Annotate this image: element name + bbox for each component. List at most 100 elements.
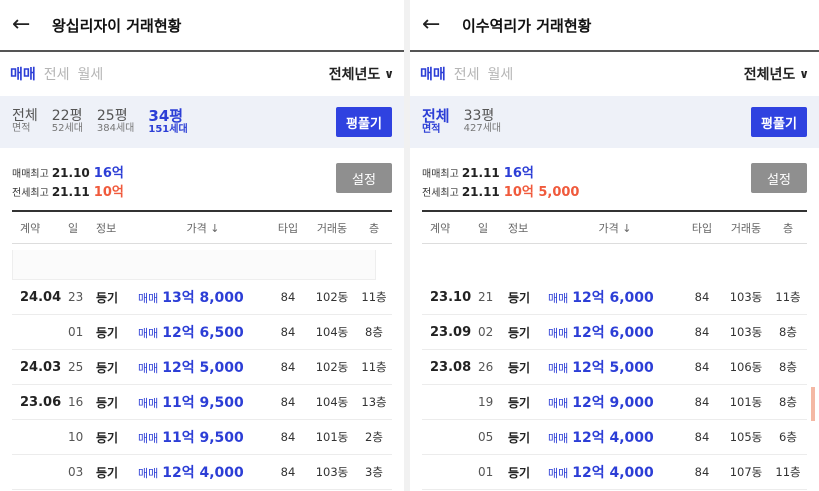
registry-badge: 등기 [96,290,119,305]
tab-monthly[interactable]: 월세 [77,67,104,83]
deal-kind: 매매 [138,362,159,375]
max-jeonse-label: 전세최고 [422,188,459,199]
deal-kind: 매매 [548,397,569,410]
floor: 8층 [365,325,383,339]
area-option-label: 전체 [422,106,450,125]
chart-placeholder [12,250,376,280]
max-jeonse-date: 21.11 [51,185,90,199]
price-value: 13억 8,000 [162,290,244,306]
registry-badge: 등기 [96,430,119,445]
contract-day: 02 [478,325,494,339]
table-row[interactable]: 24.04 23 등기 매매 13억 8,000 84 102동 11층 [12,280,392,315]
unit-type: 84 [280,395,296,409]
building-dong: 101동 [315,430,349,444]
area-filter: 전체 면적 33평 427세대 평풀기 [410,96,819,148]
table-row[interactable]: 03 등기 매매 12억 4,000 84 103동 3층 [12,455,392,490]
price-value: 12억 5,000 [162,360,244,376]
table-row[interactable]: 01 등기 매매 12억 4,000 84 107동 11층 [422,455,807,490]
price-value: 12억 6,500 [162,325,244,341]
col-info: 정보 [508,221,529,235]
table-row[interactable]: 24.03 25 등기 매매 12억 5,000 84 102동 11층 [12,350,392,385]
registry-badge: 등기 [96,395,119,410]
price-cell: 매매 11억 9,500 [138,392,268,412]
price-cell: 매매 12억 4,000 [138,462,268,482]
col-price-sort[interactable]: 가격 ↓ [598,221,632,235]
tab-jeonse[interactable]: 전세 [453,67,480,83]
table-row[interactable]: 10 등기 매매 11억 9,500 84 101동 2층 [12,420,392,455]
tab-sale[interactable]: 매매 [420,67,446,83]
deal-kind: 매매 [138,432,159,445]
max-sale-line: 매매최고 21.10 16억 [12,162,392,181]
tab-monthly[interactable]: 월세 [487,67,514,83]
registry-badge: 등기 [96,360,119,375]
registry-badge: 등기 [96,325,119,340]
floor: 11층 [361,290,387,304]
tab-jeonse[interactable]: 전세 [43,67,70,83]
contract-day: 10 [68,430,84,444]
unit-type: 84 [280,360,296,374]
area-option-34[interactable]: 34평 151세대 [148,108,187,135]
panel-divider [404,0,410,491]
year-filter-dropdown[interactable]: 전체년도 ∨ [744,64,809,84]
area-option-all[interactable]: 전체 면적 [422,106,450,135]
price-value: 12억 9,000 [572,395,654,411]
max-jeonse-amount: 10억 [93,185,124,200]
year-filter-dropdown[interactable]: 전체년도 ∨ [329,64,394,84]
price-value: 11억 9,500 [162,395,244,411]
back-arrow-icon[interactable]: ← [12,12,31,37]
area-option-33[interactable]: 33평 427세대 [464,109,502,134]
contract-day: 03 [68,465,84,479]
building-dong: 103동 [315,465,349,479]
contract-month: 24.03 [20,359,62,375]
pyeong-unfold-button[interactable]: 평풀기 [336,107,392,137]
area-option-label: 전체 [12,108,38,125]
building-dong: 104동 [315,395,349,409]
contract-day: 23 [68,290,84,304]
unit-type: 84 [280,430,296,444]
table-row[interactable]: 23.08 26 등기 매매 12억 5,000 84 106동 8층 [422,350,807,385]
max-price-summary: 매매최고 21.10 16억 전세최고 21.11 10억 설정 [0,148,404,210]
area-option-25[interactable]: 25평 384세대 [97,109,135,134]
building-dong: 102동 [315,360,349,374]
max-sale-date: 21.11 [461,166,500,180]
area-option-all[interactable]: 전체 면적 [12,109,38,134]
price-cell: 매매 12억 6,000 [548,322,682,342]
contract-month: 23.08 [430,359,472,375]
table-row[interactable]: 23.06 16 등기 매매 11억 9,500 84 104동 13층 [12,385,392,420]
settings-button[interactable]: 설정 [751,163,807,193]
registry-badge: 등기 [508,430,531,445]
settings-button[interactable]: 설정 [336,163,392,193]
col-dong: 거래동 [730,221,762,235]
price-value: 11억 9,500 [162,430,244,446]
col-price-sort[interactable]: 가격 ↓ [186,221,220,235]
col-contract: 계약 [20,221,41,235]
table-row[interactable]: 01 등기 매매 12억 6,500 84 104동 8층 [12,315,392,350]
deal-kind: 매매 [548,362,569,375]
table-row[interactable]: 19 등기 매매 12억 9,000 84 101동 8층 [422,385,815,421]
floor: 3층 [365,465,383,479]
table-row[interactable]: 05 등기 매매 12억 4,000 84 105동 6층 [422,420,807,455]
price-cell: 매매 12억 5,000 [138,357,268,377]
scroll-indicator[interactable] [811,387,815,421]
floor: 8층 [779,360,797,374]
right-panel: ← 이수역리가 거래현황 매매 전세 월세 전체년도 ∨ 전체 면적 33평 4… [410,0,819,491]
table-row[interactable]: 23.09 02 등기 매매 12억 6,000 84 103동 8층 [422,315,807,350]
building-dong: 104동 [315,325,349,339]
table-header: 계약 일 정보 가격 ↓ 타입 거래동 층 [12,210,392,244]
deal-kind: 매매 [548,327,569,340]
tab-sale[interactable]: 매매 [10,67,36,83]
col-type: 타입 [277,221,299,235]
price-value: 12억 4,000 [572,430,654,446]
unit-type: 84 [694,325,710,339]
area-option-22[interactable]: 22평 52세대 [52,109,83,134]
building-dong: 105동 [729,430,763,444]
back-arrow-icon[interactable]: ← [422,12,441,37]
price-cell: 매매 13억 8,000 [138,287,268,307]
price-cell: 매매 11억 9,500 [138,427,268,447]
area-option-sub: 384세대 [96,123,135,135]
max-jeonse-label: 전세최고 [12,188,49,199]
floor: 13층 [361,395,387,409]
pyeong-unfold-button[interactable]: 평풀기 [751,107,807,137]
deal-kind: 매매 [138,467,159,480]
table-row[interactable]: 23.10 21 등기 매매 12억 6,000 84 103동 11층 [422,280,807,315]
